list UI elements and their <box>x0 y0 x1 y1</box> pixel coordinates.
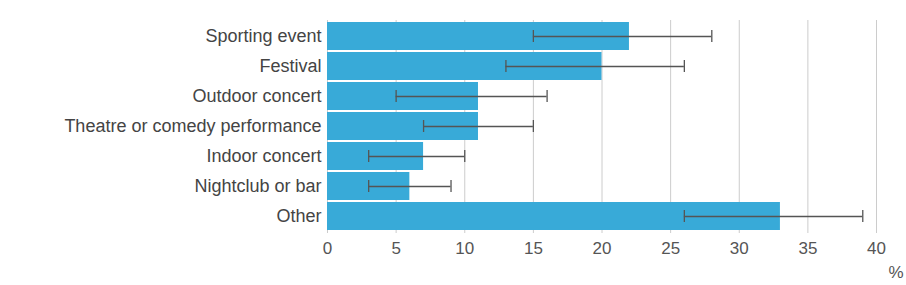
svg-text:10: 10 <box>455 239 474 258</box>
svg-text:Nightclub or bar: Nightclub or bar <box>194 176 321 196</box>
svg-text:35: 35 <box>798 239 817 258</box>
svg-text:Theatre or comedy performance: Theatre or comedy performance <box>64 116 321 136</box>
svg-text:Indoor concert: Indoor concert <box>206 146 321 166</box>
svg-text:Other: Other <box>276 206 321 226</box>
svg-text:Festival: Festival <box>259 56 321 76</box>
svg-text:20: 20 <box>593 239 612 258</box>
svg-text:15: 15 <box>524 239 543 258</box>
svg-text:25: 25 <box>661 239 680 258</box>
svg-text:Outdoor concert: Outdoor concert <box>192 86 321 106</box>
svg-text:40: 40 <box>867 239 886 258</box>
svg-text:Sporting event: Sporting event <box>205 26 321 46</box>
svg-text:5: 5 <box>391 239 400 258</box>
svg-text:30: 30 <box>730 239 749 258</box>
svg-text:0: 0 <box>323 239 332 258</box>
svg-text:%: % <box>888 263 903 282</box>
